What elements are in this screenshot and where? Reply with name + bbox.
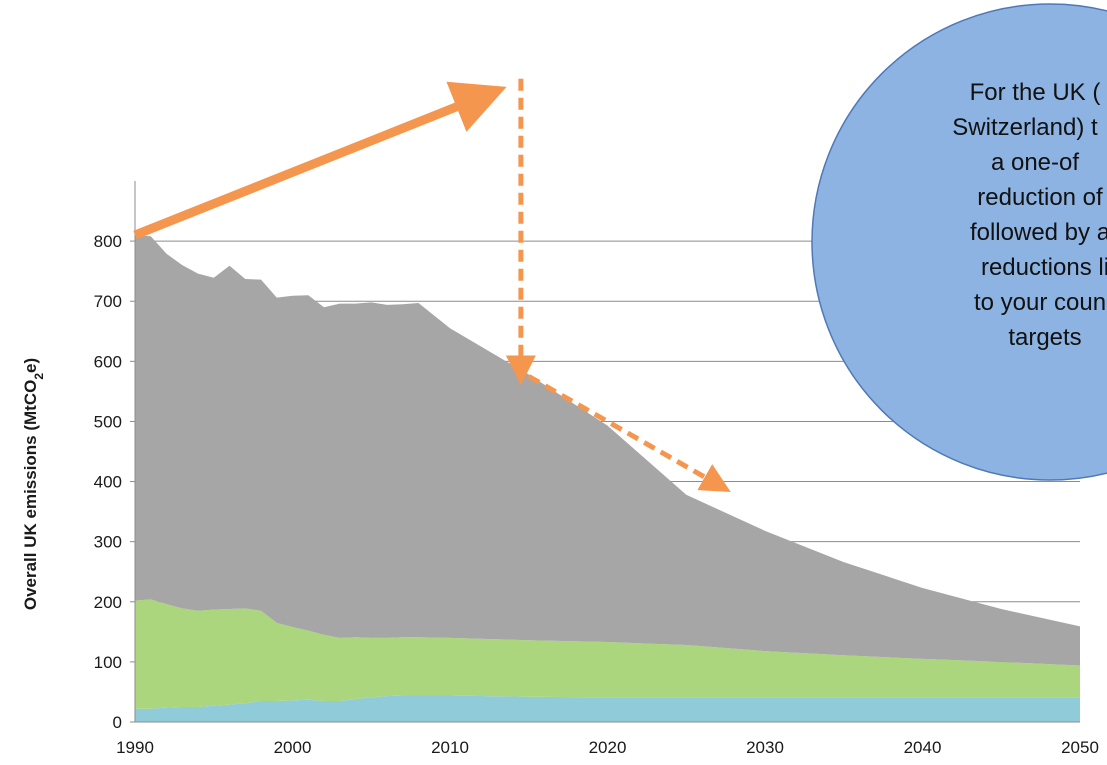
y-tick-label: 400 (94, 473, 122, 492)
y-tick-label: 200 (94, 593, 122, 612)
y-tick-label: 800 (94, 232, 122, 251)
callout-circle (811, 3, 1107, 481)
y-axis-label-tail: e) (21, 358, 40, 373)
y-axis-label-subscript: 2 (32, 373, 46, 380)
y-tick-label: 300 (94, 533, 122, 552)
y-tick-label: 700 (94, 292, 122, 311)
area-series-3 (135, 235, 1080, 666)
callout-text: For the UK ( Switzerland) t a one-of reduct… (952, 79, 1107, 351)
x-tick-label: 2000 (274, 738, 312, 757)
arrow-annotations (133, 78, 731, 493)
y-tick-label: 600 (94, 352, 122, 371)
y-tick-label: 500 (94, 412, 122, 431)
solid-arrow (133, 81, 507, 240)
callout-bubble: For the UK ( Switzerland) t a one-of reduct… (811, 3, 1107, 481)
x-tick-label: 2010 (431, 738, 469, 757)
x-tick-labels: 1990 2000 2010 2020 2030 2040 2050 (116, 738, 1099, 757)
y-axis-label: Overall UK emissions (MtCO2e) (21, 358, 46, 610)
callout-line: reductions li (981, 254, 1107, 281)
x-tick-label: 2020 (589, 738, 627, 757)
callout-line: For the UK ( (970, 79, 1101, 106)
x-tick-label: 2040 (904, 738, 942, 757)
callout-line: to your coun (974, 289, 1106, 316)
callout-line: targets (1008, 324, 1081, 351)
x-tick-label: 2030 (746, 738, 784, 757)
area-series-1 (135, 695, 1080, 722)
x-tick-label: 2050 (1061, 738, 1099, 757)
callout-line: Switzerland) t (952, 114, 1098, 141)
y-tick-label: 100 (94, 653, 122, 672)
callout-line: followed by a (970, 219, 1107, 246)
callout-line: a one-of (991, 149, 1079, 176)
y-tick-labels: 0 100 200 300 400 500 600 700 800 (94, 232, 135, 732)
stacked-areas (135, 235, 1080, 722)
callout-line: reduction of (977, 184, 1103, 211)
dashed-arrow (527, 374, 731, 493)
y-tick-label: 0 (113, 713, 122, 732)
x-tick-label: 1990 (116, 738, 154, 757)
y-axis-label-main: Overall UK emissions (MtCO (21, 380, 40, 611)
area-series-2 (135, 599, 1080, 709)
